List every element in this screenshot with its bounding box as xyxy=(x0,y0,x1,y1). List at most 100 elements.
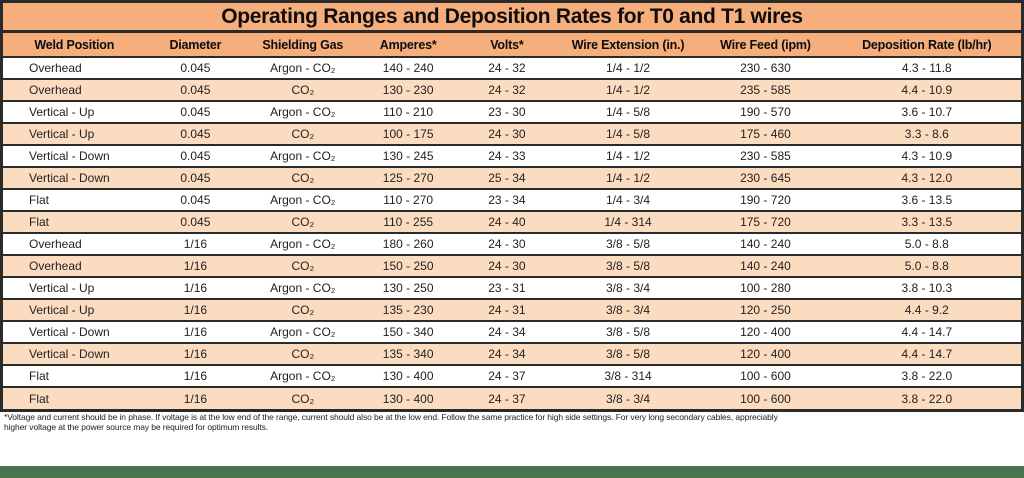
table-cell: 23 - 34 xyxy=(455,189,558,211)
table-cell: 135 - 230 xyxy=(360,299,456,321)
table-cell: 1/16 xyxy=(145,321,246,343)
footnote-line-2: higher voltage at the power source may b… xyxy=(4,421,269,432)
table-cell: 24 - 34 xyxy=(455,321,558,343)
table-cell: 24 - 31 xyxy=(455,299,558,321)
table-cell: Overhead xyxy=(3,255,146,277)
table-cell: 4.4 - 14.7 xyxy=(832,343,1021,365)
table-cell: 100 - 600 xyxy=(698,387,833,409)
footnote-line-1: *Voltage and current should be in phase.… xyxy=(4,412,778,422)
table-cell: 3/8 - 5/8 xyxy=(557,233,699,255)
table-cell: Argon - CO₂ xyxy=(245,277,361,299)
column-header: Deposition Rate (lb/hr) xyxy=(832,33,1021,57)
column-header: Wire Extension (in.) xyxy=(557,33,699,57)
table-cell: 130 - 245 xyxy=(360,145,456,167)
table-cell: 3/8 - 3/4 xyxy=(557,277,699,299)
table-cell: 1/4 - 5/8 xyxy=(557,123,699,145)
table-cell: Vertical - Up xyxy=(3,299,146,321)
table-cell: Argon - CO₂ xyxy=(245,189,361,211)
table-cell: CO₂ xyxy=(245,299,361,321)
table-cell: 0.045 xyxy=(145,79,246,101)
table-cell: 0.045 xyxy=(145,145,246,167)
table-row: Overhead 0.045 CO₂ 130 - 230 24 - 32 1/4 - 1/… xyxy=(3,79,1021,101)
table-cell: 1/4 - 1/2 xyxy=(557,79,699,101)
page-title: Operating Ranges and Deposition Rates fo… xyxy=(221,4,803,28)
table-cell: 1/16 xyxy=(145,365,246,387)
table-row: Overhead 1/16 CO₂ 150 - 250 24 - 30 3/8 - 5/8… xyxy=(3,255,1021,277)
table-cell: 3.6 - 10.7 xyxy=(832,101,1021,123)
table-cell: 3/8 - 5/8 xyxy=(557,343,699,365)
table-cell: Argon - CO₂ xyxy=(245,365,361,387)
table-cell: 25 - 34 xyxy=(455,167,558,189)
table-cell: Vertical - Up xyxy=(3,123,146,145)
table-cell: 135 - 340 xyxy=(360,343,456,365)
table-cell: Vertical - Up xyxy=(3,277,146,299)
table-cell: Vertical - Down xyxy=(3,343,146,365)
table-cell: 1/16 xyxy=(145,299,246,321)
table-cell: 3/8 - 5/8 xyxy=(557,255,699,277)
table-cell: 3/8 - 3/4 xyxy=(557,299,699,321)
table-cell: 3.8 - 10.3 xyxy=(832,277,1021,299)
table-cell: 130 - 250 xyxy=(360,277,456,299)
operating-ranges-table: Weld Position Diameter Shielding Gas Ampere… xyxy=(3,33,1021,409)
table-cell: 24 - 37 xyxy=(455,387,558,409)
table-cell: Flat xyxy=(3,387,146,409)
table-row: Vertical - Down 1/16 CO₂ 135 - 340 24 - 34 3/… xyxy=(3,343,1021,365)
table-cell: 4.3 - 10.9 xyxy=(832,145,1021,167)
table-row: Overhead 0.045 Argon - CO₂ 140 - 240 24 - 32… xyxy=(3,57,1021,79)
table-row: Flat 0.045 CO₂ 110 - 255 24 - 40 1/4 - 314 175… xyxy=(3,211,1021,233)
table-cell: 110 - 210 xyxy=(360,101,456,123)
table-cell: 140 - 240 xyxy=(698,233,833,255)
table-cell: Vertical - Up xyxy=(3,101,146,123)
table-row: Flat 1/16 CO₂ 130 - 400 24 - 37 3/8 - 3/4 100 … xyxy=(3,387,1021,409)
table-cell: 1/16 xyxy=(145,255,246,277)
table-cell: 1/16 xyxy=(145,387,246,409)
table-cell: 24 - 30 xyxy=(455,233,558,255)
footnote: *Voltage and current should be in phase.… xyxy=(0,412,1024,466)
table-cell: CO₂ xyxy=(245,123,361,145)
table-cell: Overhead xyxy=(3,233,146,255)
table-cell: 4.4 - 10.9 xyxy=(832,79,1021,101)
table-cell: 140 - 240 xyxy=(698,255,833,277)
table-cell: 100 - 280 xyxy=(698,277,833,299)
table-cell: CO₂ xyxy=(245,79,361,101)
table-header-row: Weld Position Diameter Shielding Gas Ampere… xyxy=(3,33,1021,57)
table-cell: 0.045 xyxy=(145,101,246,123)
table-cell: 0.045 xyxy=(145,189,246,211)
table-cell: 3.3 - 8.6 xyxy=(832,123,1021,145)
table-cell: Argon - CO₂ xyxy=(245,321,361,343)
table-cell: Overhead xyxy=(3,79,146,101)
table-cell: 175 - 720 xyxy=(698,211,833,233)
table-cell: 230 - 585 xyxy=(698,145,833,167)
table-cell: 190 - 570 xyxy=(698,101,833,123)
table-cell: 110 - 255 xyxy=(360,211,456,233)
table-cell: 4.4 - 14.7 xyxy=(832,321,1021,343)
column-header: Shielding Gas xyxy=(245,33,361,57)
table-cell: 1/4 - 5/8 xyxy=(557,101,699,123)
table-cell: 100 - 600 xyxy=(698,365,833,387)
table-cell: 1/4 - 1/2 xyxy=(557,145,699,167)
table-cell: 0.045 xyxy=(145,211,246,233)
table-cell: Flat xyxy=(3,365,146,387)
table-cell: 23 - 31 xyxy=(455,277,558,299)
table-cell: 120 - 400 xyxy=(698,343,833,365)
green-footer-bar xyxy=(0,466,1024,478)
table-title-bar: Operating Ranges and Deposition Rates fo… xyxy=(3,3,1021,33)
table-row: Vertical - Down 1/16 Argon - CO₂ 150 - 340 2… xyxy=(3,321,1021,343)
table-cell: 3/8 - 5/8 xyxy=(557,321,699,343)
table-cell: 150 - 250 xyxy=(360,255,456,277)
table-cell: 24 - 37 xyxy=(455,365,558,387)
table-cell: Vertical - Down xyxy=(3,321,146,343)
table-cell: 1/16 xyxy=(145,233,246,255)
table-cell: Flat xyxy=(3,211,146,233)
table-cell: CO₂ xyxy=(245,387,361,409)
table-row: Flat 1/16 Argon - CO₂ 130 - 400 24 - 37 3/8 -… xyxy=(3,365,1021,387)
table-cell: 3.6 - 13.5 xyxy=(832,189,1021,211)
table-cell: 1/4 - 1/2 xyxy=(557,167,699,189)
table-cell: 175 - 460 xyxy=(698,123,833,145)
table-cell: 3/8 - 314 xyxy=(557,365,699,387)
table-cell: 130 - 400 xyxy=(360,365,456,387)
table-cell: CO₂ xyxy=(245,255,361,277)
table-cell: 230 - 630 xyxy=(698,57,833,79)
table-cell: Vertical - Down xyxy=(3,145,146,167)
table-cell: 3.8 - 22.0 xyxy=(832,387,1021,409)
